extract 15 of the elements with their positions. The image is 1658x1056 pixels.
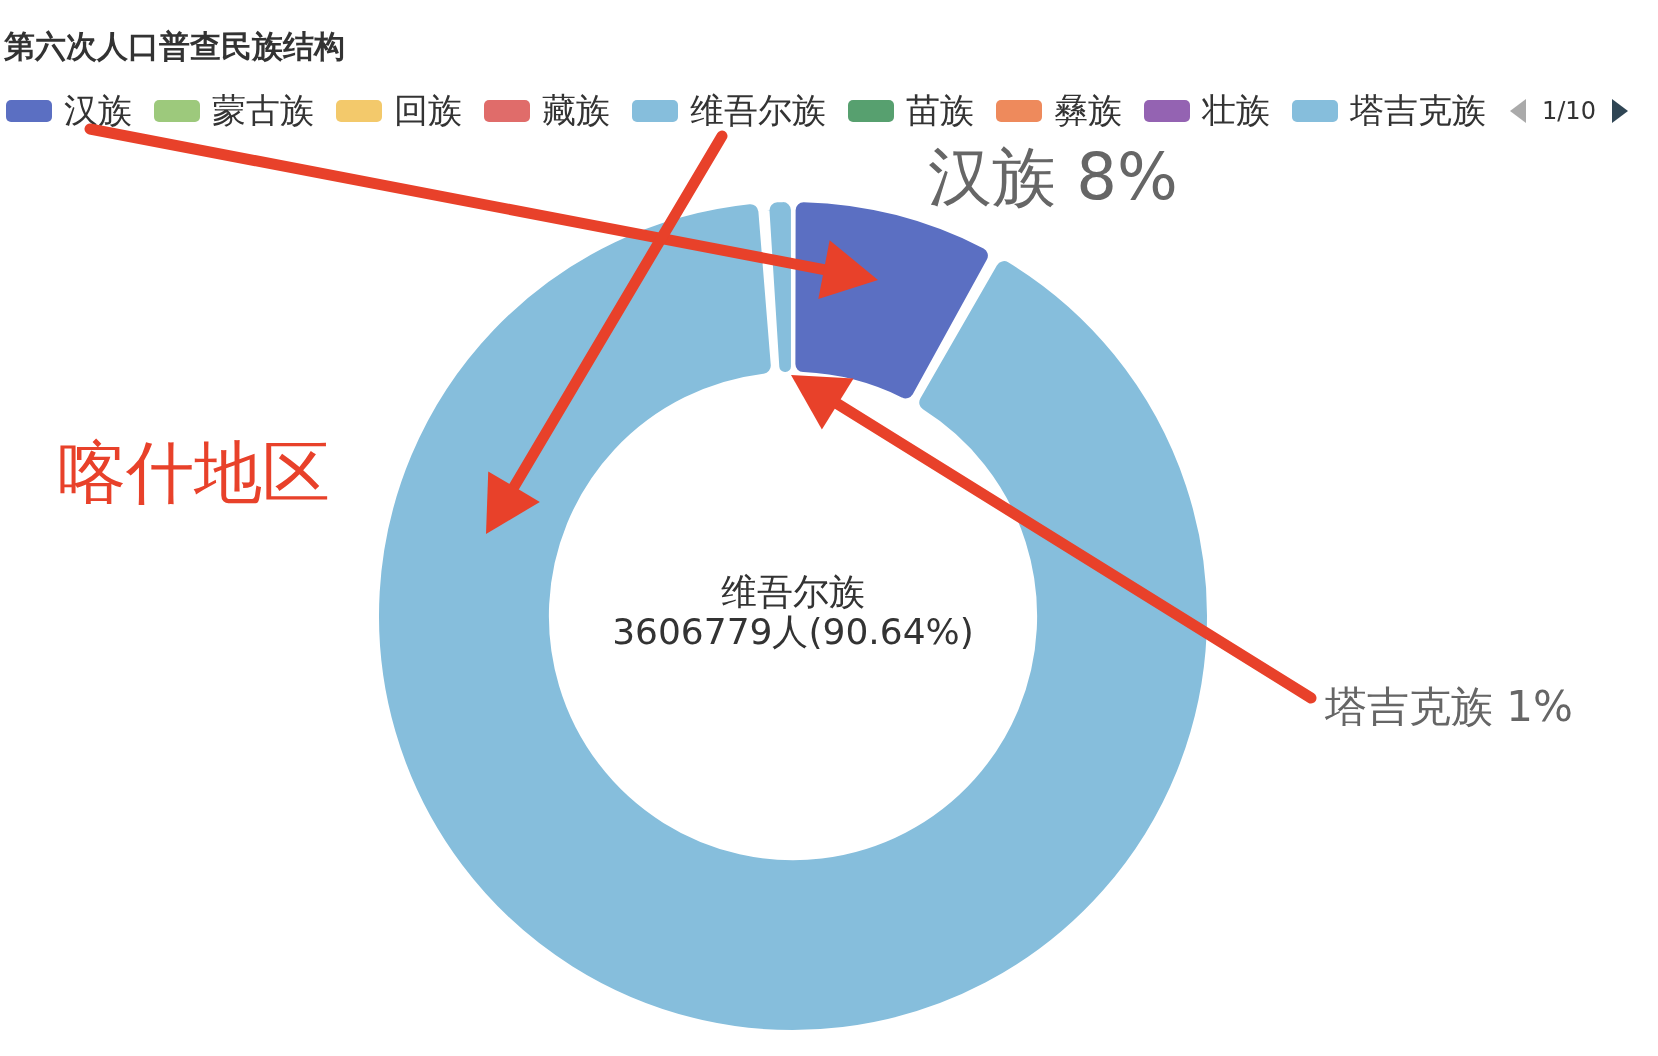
- legend-label: 彝族: [1054, 89, 1122, 132]
- legend-label: 维吾尔族: [690, 89, 826, 132]
- legend-label: 汉族: [64, 89, 132, 132]
- legend-label: 塔吉克族: [1350, 89, 1486, 132]
- chart-title: 第六次人口普查民族结构: [4, 27, 345, 66]
- legend-label: 壮族: [1202, 89, 1270, 132]
- legend-label: 藏族: [542, 89, 610, 132]
- legend-label: 蒙古族: [212, 89, 314, 132]
- text: 1/10: [1542, 97, 1596, 125]
- legend-label: 苗族: [906, 89, 974, 132]
- legend-label: 回族: [394, 89, 462, 132]
- text: 喀什地区: [58, 432, 330, 514]
- data-label: 汉族 8%: [928, 139, 1178, 214]
- text: 维吾尔族 3606779人(90.64%): [612, 571, 974, 652]
- text: 塔吉克族 1%: [1325, 682, 1573, 731]
